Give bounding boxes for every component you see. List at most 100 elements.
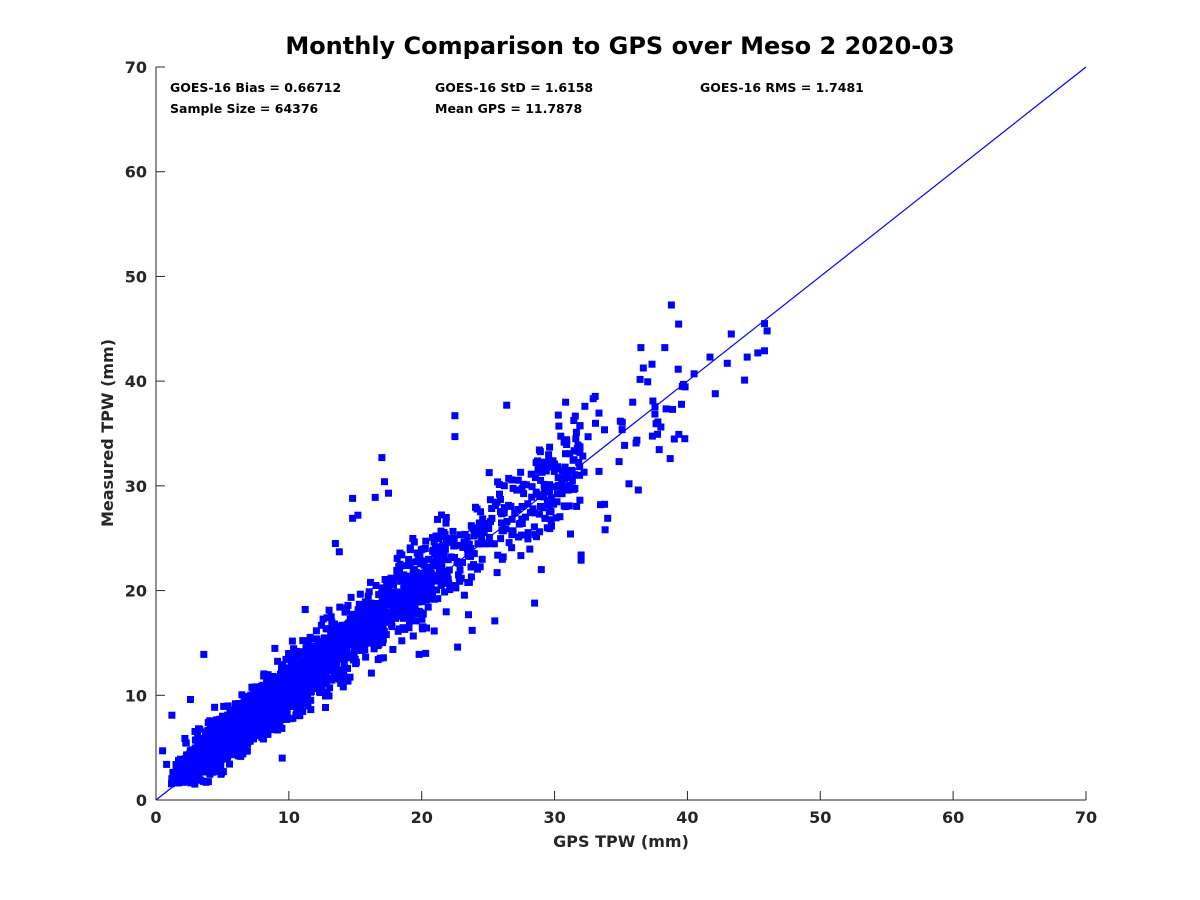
data-point (289, 695, 297, 703)
y-tick-label: 30 (125, 477, 147, 496)
data-point (271, 683, 279, 691)
data-point (288, 637, 296, 645)
data-point (409, 632, 417, 640)
data-point (272, 713, 280, 721)
data-point (302, 667, 310, 675)
data-point (378, 454, 386, 462)
data-point (508, 531, 516, 539)
data-point (531, 509, 539, 517)
data-point (252, 683, 260, 691)
data-point (336, 603, 344, 611)
data-point (536, 528, 544, 536)
data-point (651, 410, 659, 418)
data-point (575, 459, 583, 466)
data-point (244, 739, 252, 747)
data-point (259, 717, 267, 725)
data-point (343, 653, 351, 661)
data-point (379, 654, 387, 662)
data-point (295, 672, 303, 680)
data-point (293, 665, 301, 673)
data-point (388, 614, 396, 621)
data-point (285, 664, 293, 672)
data-point (422, 589, 430, 597)
data-point (532, 488, 540, 496)
data-point (390, 605, 398, 613)
data-point (159, 747, 167, 755)
axes-layer (155, 67, 1086, 801)
data-point (430, 627, 438, 635)
data-point (206, 717, 214, 725)
data-point (406, 617, 413, 625)
data-point (648, 432, 656, 440)
data-point (618, 418, 626, 426)
data-point (741, 376, 749, 384)
data-point (188, 769, 196, 777)
data-point (412, 617, 420, 625)
data-point (192, 759, 199, 767)
data-point (228, 714, 236, 722)
data-point (359, 644, 367, 652)
data-point (517, 468, 525, 476)
data-point (456, 531, 464, 539)
data-point (352, 615, 360, 623)
data-point (281, 680, 289, 688)
data-point (655, 446, 663, 454)
data-point (187, 696, 194, 703)
data-point (307, 635, 315, 643)
data-point (562, 398, 570, 406)
data-point (219, 754, 227, 762)
data-point (196, 725, 204, 733)
data-point (307, 696, 315, 704)
data-point (217, 761, 225, 769)
data-point (514, 476, 522, 484)
data-point (514, 506, 522, 513)
data-point (276, 717, 284, 725)
data-point (282, 700, 290, 707)
stat-std: GOES-16 StD = 1.6158 (435, 80, 593, 95)
data-point (556, 489, 564, 497)
data-point (271, 644, 279, 652)
x-tick-label: 30 (543, 808, 565, 827)
data-point (327, 613, 335, 621)
data-point (214, 756, 222, 764)
data-point (235, 750, 243, 758)
data-point (604, 514, 612, 522)
data-point (440, 529, 448, 536)
data-point (447, 538, 455, 546)
data-point (199, 748, 207, 756)
data-point (335, 673, 343, 681)
data-point (346, 673, 354, 681)
data-point (341, 608, 349, 616)
data-point (536, 493, 544, 501)
data-point (432, 562, 440, 570)
data-point (294, 686, 302, 694)
data-point (633, 436, 641, 444)
data-point (433, 557, 441, 564)
data-point (447, 535, 455, 543)
data-point (360, 605, 368, 613)
data-point (527, 470, 535, 478)
data-point (401, 611, 409, 619)
data-point (331, 626, 339, 634)
data-point (182, 765, 190, 773)
data-point (351, 620, 359, 628)
data-point (468, 626, 476, 634)
data-point (293, 711, 300, 719)
data-point (238, 706, 246, 714)
data-point (309, 647, 317, 655)
data-point (328, 633, 336, 641)
data-point (367, 639, 375, 647)
data-point (303, 673, 311, 681)
data-point (654, 430, 661, 438)
data-point (331, 660, 339, 668)
data-point (194, 755, 202, 763)
data-point (364, 592, 372, 600)
data-point (410, 538, 418, 546)
data-point (743, 353, 751, 361)
data-point (280, 713, 288, 721)
data-point (418, 597, 426, 605)
data-point (561, 463, 569, 471)
data-point (233, 727, 241, 735)
data-point (311, 674, 319, 682)
y-tick-label: 0 (136, 791, 147, 810)
